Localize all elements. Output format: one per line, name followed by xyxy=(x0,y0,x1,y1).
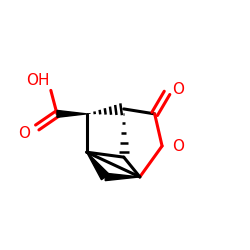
Polygon shape xyxy=(57,110,87,117)
Text: O: O xyxy=(172,138,184,154)
Polygon shape xyxy=(87,152,109,180)
Polygon shape xyxy=(105,173,140,180)
Text: OH: OH xyxy=(26,73,50,88)
Text: O: O xyxy=(18,126,30,141)
Text: O: O xyxy=(172,82,184,97)
